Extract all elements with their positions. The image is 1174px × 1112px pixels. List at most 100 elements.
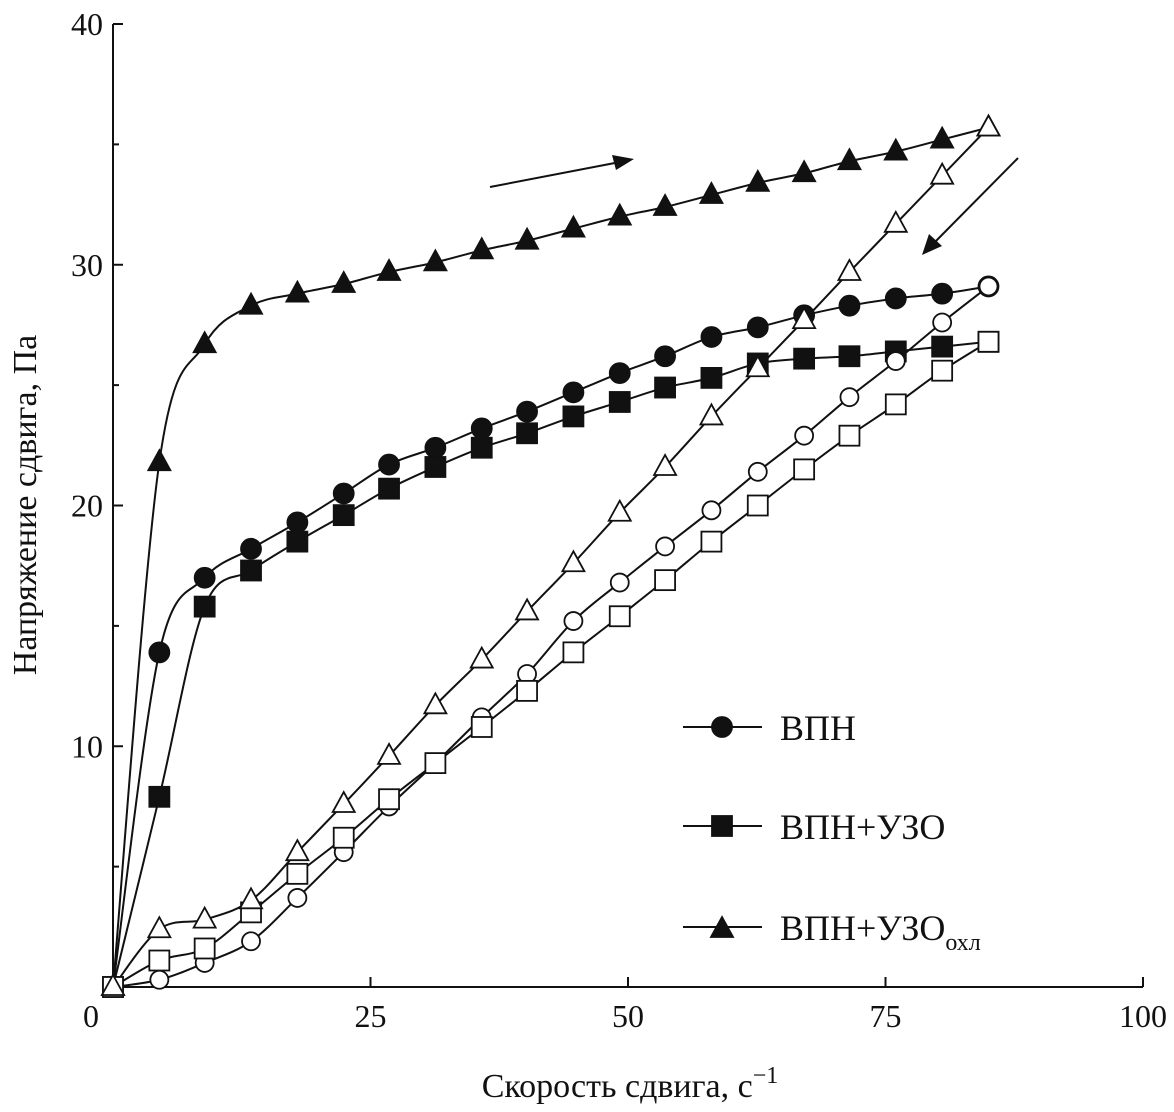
series-2-point xyxy=(698,181,724,204)
legend-item: ВПН xyxy=(683,708,856,748)
series-line-2 xyxy=(112,126,989,988)
series-1-point xyxy=(562,405,585,428)
series-3-point xyxy=(241,931,261,952)
legend-label: ВПН xyxy=(780,708,856,748)
series-1-point xyxy=(332,504,355,527)
x-tick-label: 25 xyxy=(355,998,387,1034)
series-4-point xyxy=(931,359,954,382)
series-3-point xyxy=(609,572,630,593)
series-2-point xyxy=(469,236,495,260)
legend-label-text: ВПН+УЗО xyxy=(780,807,945,847)
series-3-point xyxy=(839,387,860,408)
series-3-point xyxy=(287,888,308,908)
x-tick-label: 0 xyxy=(83,998,99,1034)
series-4-point xyxy=(378,788,400,811)
series-4-point xyxy=(148,949,171,972)
series-0-point xyxy=(884,287,907,310)
series-2-point xyxy=(791,159,817,183)
legend-item: ВПН+УЗО xyxy=(683,807,945,847)
series-2-point xyxy=(146,448,172,472)
series-5-point xyxy=(422,691,448,715)
series-2-point xyxy=(238,291,264,315)
series-5-point xyxy=(607,498,633,522)
series-0-point xyxy=(378,453,400,476)
series-5-point xyxy=(836,258,862,281)
series-4-point xyxy=(884,393,907,416)
series-2-point xyxy=(514,226,540,250)
series-1-point xyxy=(654,376,676,399)
series-4-point xyxy=(608,605,631,628)
series-4-point xyxy=(838,424,861,447)
legend-label-text: ВПН+УЗО xyxy=(780,908,945,948)
series-5-point xyxy=(929,161,955,185)
series-3-point xyxy=(655,536,675,557)
series-4-point xyxy=(332,826,355,849)
series-2-point xyxy=(745,169,771,192)
series-3-point xyxy=(701,500,722,521)
series-0-point xyxy=(286,511,309,534)
legend-label-text: ВПН xyxy=(780,708,856,748)
series-2-point xyxy=(422,248,448,272)
x-axis-label: Скорость сдвига, с−1 xyxy=(482,1063,779,1105)
series-4-point xyxy=(193,937,216,960)
series-2-point xyxy=(192,330,218,354)
series-5-point xyxy=(698,402,724,426)
x-tick-label: 75 xyxy=(870,998,902,1034)
series-0-point xyxy=(240,537,262,560)
series-1-point xyxy=(608,391,631,413)
series-2-point xyxy=(331,270,357,293)
series-0-point xyxy=(193,566,216,589)
series-0-point xyxy=(931,282,954,305)
series-1-point xyxy=(286,530,309,553)
series-5-point xyxy=(514,597,540,621)
y-axis-label: Напряжение сдвига, Па xyxy=(7,335,44,675)
series-4-point xyxy=(424,752,447,775)
series-1-point xyxy=(700,367,723,389)
series-1-point xyxy=(240,559,262,582)
legend-marker-square xyxy=(711,815,733,837)
series-1-point xyxy=(378,477,400,500)
series-3-point xyxy=(794,425,815,446)
arrow-up-direction xyxy=(489,155,634,188)
series-2-point xyxy=(376,258,402,281)
series-4-point xyxy=(516,679,538,702)
series-5-point xyxy=(331,790,357,813)
series-0-point xyxy=(700,326,723,348)
series-4-point xyxy=(562,641,585,664)
x-tick-label: 100 xyxy=(1119,998,1167,1034)
series-2-point xyxy=(929,125,955,149)
series-0-point xyxy=(608,362,631,384)
x-tick-label: 50 xyxy=(612,998,644,1034)
legend-label: ВПН+УЗОохл xyxy=(780,908,981,956)
series-3-point xyxy=(885,351,906,371)
series-3-point xyxy=(747,461,768,482)
series-5-point xyxy=(560,549,586,573)
series-5-point xyxy=(883,209,909,233)
y-tick-label: 20 xyxy=(71,488,103,524)
series-5-point xyxy=(146,915,172,939)
x-axis-label-text: Скорость сдвига, с xyxy=(482,1068,753,1105)
series-2-point xyxy=(560,214,586,238)
legend-label-subscript: охл xyxy=(945,930,980,956)
series-2-point xyxy=(652,193,678,216)
series-0-point xyxy=(838,294,861,317)
series-3-point xyxy=(978,276,999,297)
series-5-point xyxy=(791,306,817,330)
y-tick-label: 10 xyxy=(71,728,103,764)
series-2-point xyxy=(284,279,310,303)
series-0-point xyxy=(470,417,493,440)
arrow-down-direction xyxy=(922,157,1019,255)
y-tick-label: 30 xyxy=(71,247,103,283)
series-1-point xyxy=(148,785,171,808)
series-4-point xyxy=(700,530,723,553)
series-5-point xyxy=(652,453,678,476)
series-5-point xyxy=(192,905,218,929)
series-2-point xyxy=(836,147,862,171)
series-1-point xyxy=(516,422,538,445)
series-4-point xyxy=(793,458,816,481)
series-3-point xyxy=(563,611,584,631)
series-1-point xyxy=(931,335,954,358)
legend-item: ВПН+УЗОохл xyxy=(683,908,981,956)
series-4-point xyxy=(654,569,676,592)
